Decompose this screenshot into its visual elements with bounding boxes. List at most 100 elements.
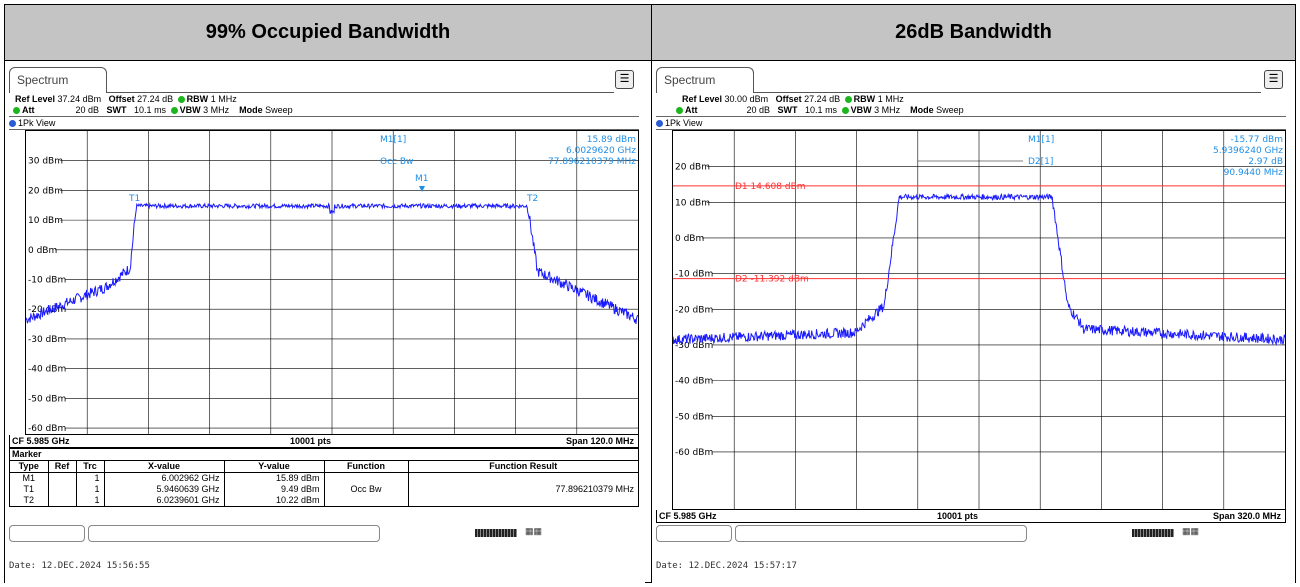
marker-readout-value: 6.0029620 GHz — [566, 146, 636, 156]
status-field-left[interactable] — [9, 525, 85, 542]
center-frequency: CF 5.985 GHz — [12, 436, 70, 446]
trace-dot — [9, 120, 16, 128]
column-divider — [651, 5, 652, 582]
capture-date: Date: 12.DEC.2024 15:57:17 — [656, 561, 797, 571]
y-tick-label-bg — [26, 214, 61, 225]
y-tick-label-bg — [26, 332, 66, 343]
y-tick-label: -20 dBm — [28, 305, 66, 315]
y-tick-label-bg — [26, 303, 66, 314]
rbw-coupled-dot — [177, 96, 185, 104]
y-tick-label: 30 dBm — [28, 157, 63, 167]
swt-value: 10.1 ms — [805, 105, 838, 115]
sweep-status-icon: ▦▦ — [525, 526, 543, 536]
marker-readout-value: 90.9440 MHz — [1224, 168, 1284, 178]
spectrum-plot[interactable]: 30 dBm 20 dBm 10 dBm 0 dBm -10 dBm -20 dBm -30… — [25, 130, 639, 435]
y-tick-label-bg — [673, 196, 708, 207]
y-tick-label-bg — [673, 445, 713, 456]
rbw-coupled-dot — [844, 96, 852, 104]
y-tick-label-bg — [673, 410, 713, 421]
spectrum-tab[interactable]: Spectrum — [656, 67, 754, 93]
trace-dot — [656, 120, 663, 128]
table-row: T2 1 6.0239601 GHz 10.22 dBm — [10, 495, 638, 506]
y-tick-label: -30 dBm — [675, 341, 713, 351]
heading-26db-bandwidth: 26dB Bandwidth — [652, 5, 1295, 61]
tab-divider — [106, 92, 614, 93]
vbw-coupled-dot — [170, 107, 178, 115]
settings-row-2: Att 20 dB SWT 10.1 ms VBW 3 MHz Mode Swe… — [11, 105, 293, 115]
att-value: 20 dB — [746, 105, 771, 115]
comparison-table: 99% Occupied Bandwidth 26dB Bandwidth Sp… — [4, 4, 1296, 583]
settings-row-1: Ref Level 37.24 dBm Offset 27.24 dB RBW … — [15, 94, 237, 104]
view-label: 1Pk View — [656, 116, 1286, 130]
y-tick-label-bg — [673, 160, 708, 171]
y-tick-label: -40 dBm — [28, 365, 66, 375]
ref-level-value: 37.24 dBm — [57, 94, 102, 104]
marker-table: Marker Type Ref Trc X-value Y-value Func… — [9, 448, 639, 507]
y-tick-label-bg — [26, 392, 66, 403]
y-tick-label: -10 dBm — [28, 276, 66, 286]
y-tick-label: -60 dBm — [675, 448, 713, 458]
vbw-value: 3 MHz — [874, 105, 901, 115]
marker-table-header: Type Ref Trc X-value Y-value Function Fu… — [10, 460, 638, 473]
status-bar: ▦▦ — [9, 525, 639, 542]
y-tick-label: -20 dBm — [675, 305, 713, 315]
plot-footer: CF 5.985 GHz 10001 pts Span 120.0 MHz — [9, 435, 639, 448]
status-field-left[interactable] — [656, 525, 732, 542]
sweep-progress-bar — [475, 529, 517, 537]
marker-t2-label: T2 — [526, 194, 538, 204]
rbw-value: 1 MHz — [210, 94, 237, 104]
y-tick-label: -10 dBm — [675, 270, 713, 280]
sweep-points: 10001 pts — [937, 511, 979, 521]
status-field-message[interactable] — [88, 525, 380, 542]
y-tick-label: -60 dBm — [28, 424, 66, 434]
mode-value: Sweep — [265, 105, 293, 115]
marker-readout-label: D2[1] — [1028, 157, 1053, 167]
att-coupled-dot — [676, 107, 683, 115]
y-tick-label-bg — [673, 267, 713, 278]
spectrum-plot[interactable]: 20 dBm 10 dBm 0 dBm -10 dBm -20 dBm -30 dBm -4… — [672, 130, 1286, 510]
spectrum-trace — [26, 202, 638, 324]
marker-table-title: Marker — [12, 449, 42, 459]
ref-level-value: 30.00 dBm — [724, 94, 769, 104]
table-row: T1 1 5.9460639 GHz 9.49 dBm Occ Bw 77.89… — [10, 484, 638, 495]
y-tick-label: -50 dBm — [28, 394, 66, 404]
vbw-coupled-dot — [841, 107, 849, 115]
y-tick-label-bg — [673, 374, 713, 385]
att-coupled-dot — [13, 107, 20, 115]
y-tick-label-bg — [673, 338, 713, 349]
plot-footer: CF 5.985 GHz 10001 pts Span 320.0 MHz — [656, 510, 1286, 523]
analyzer-screen-26db: Spectrum ☰ Ref Level 30.00 dBm Offset 27… — [652, 61, 1295, 583]
rbw-value: 1 MHz — [877, 94, 904, 104]
y-tick-label: 10 dBm — [675, 198, 710, 208]
marker-readout-value: 2.97 dB — [1248, 157, 1283, 167]
y-tick-label-bg — [673, 303, 713, 314]
y-tick-label: 20 dBm — [675, 163, 710, 173]
marker-readout-value: 77.896210379 MHz — [548, 157, 636, 167]
y-tick-label: 0 dBm — [28, 246, 57, 256]
capture-date: Date: 12.DEC.2024 15:56:55 — [9, 561, 150, 571]
sweep-points: 10001 pts — [290, 436, 332, 446]
span-value: Span 120.0 MHz — [565, 436, 634, 446]
marker-readout-label: M1[1] — [380, 135, 406, 145]
marker-m1-label: M1 — [415, 174, 429, 184]
display-list-icon[interactable]: ☰ — [1264, 70, 1283, 89]
status-field-message[interactable] — [735, 525, 1027, 542]
spectrum-trace — [673, 192, 1285, 346]
marker-readout-label: Occ Bw — [380, 157, 413, 167]
marker-readout-value: -15.77 dBm — [1230, 135, 1283, 145]
sweep-progress-bar — [1132, 529, 1174, 537]
y-tick-label: -50 dBm — [675, 412, 713, 422]
y-tick-label: 0 dBm — [675, 234, 704, 244]
spectrum-plot-svg: 20 dBm 10 dBm 0 dBm -10 dBm -20 dBm -30 dBm -4… — [673, 131, 1285, 509]
y-tick-label-bg — [26, 362, 66, 373]
y-tick-label-bg — [26, 184, 61, 195]
marker-t1-label: T1 — [128, 194, 140, 204]
y-tick-label: 20 dBm — [28, 186, 63, 196]
spectrum-plot-svg: 30 dBm 20 dBm 10 dBm 0 dBm -10 dBm -20 dBm -30… — [26, 131, 638, 434]
spectrum-tab[interactable]: Spectrum — [9, 67, 107, 93]
analyzer-screen-obw: Spectrum ☰ Ref Level 37.24 dBm Offset 27… — [5, 61, 645, 583]
display-list-icon[interactable]: ☰ — [615, 70, 634, 89]
heading-occupied-bandwidth: 99% Occupied Bandwidth — [5, 5, 651, 61]
settings-row-1: Ref Level 30.00 dBm Offset 27.24 dB RBW … — [682, 94, 904, 104]
tab-divider — [753, 92, 1261, 93]
